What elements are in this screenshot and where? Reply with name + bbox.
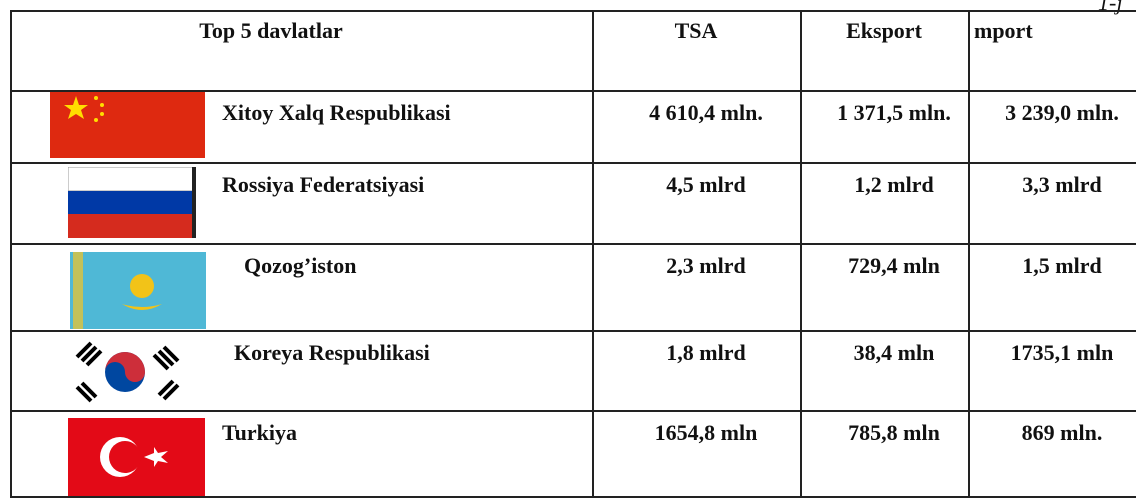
- country-name: Xitoy Xalq Respublikasi: [222, 100, 451, 125]
- header-cell: Eksport: [846, 18, 922, 43]
- value-cell: 869 mln.: [1021, 420, 1103, 445]
- row-line: [10, 90, 1136, 92]
- value-cell: 3,3 mlrd: [1022, 172, 1102, 197]
- value-cell: 1,2 mlrd: [854, 172, 934, 197]
- flag-kazakhstan: [70, 252, 206, 329]
- country-name: Turkiya: [222, 420, 298, 445]
- flag-turkey: [68, 418, 205, 496]
- country-name: Qozog’iston: [244, 253, 357, 278]
- value-cell: 4 610,4 mln.: [649, 100, 763, 125]
- value-cell: 785,8 mln: [848, 420, 940, 445]
- value-cell: 1 371,5 mln.: [837, 100, 951, 125]
- value-cell: 1,8 mlrd: [666, 340, 746, 365]
- header-cell: TSA: [674, 18, 718, 43]
- flag-russia: [68, 167, 196, 238]
- row-line: [10, 410, 1136, 412]
- header-cell: mport: [974, 18, 1033, 43]
- value-cell: 2,3 mlrd: [666, 253, 746, 278]
- value-cell: 4,5 mlrd: [666, 172, 746, 197]
- value-cell: 1654,8 mln: [654, 420, 758, 445]
- value-cell: 1735,1 mln: [1010, 340, 1114, 365]
- flag-korea: [55, 335, 195, 410]
- row-line: [10, 10, 1136, 12]
- column-line: [800, 10, 802, 497]
- country-name: Koreya Respublikasi: [234, 340, 430, 365]
- column-line: [968, 10, 970, 497]
- value-cell: 38,4 mln: [853, 340, 935, 365]
- row-line: [10, 162, 1136, 164]
- flag-china: [50, 92, 205, 158]
- column-line: [10, 10, 12, 497]
- value-cell: 729,4 mln: [848, 253, 940, 278]
- country-name: Rossiya Federatsiyasi: [222, 172, 425, 197]
- row-line: [10, 496, 1136, 498]
- row-line: [10, 330, 1136, 332]
- value-cell: 3 239,0 mln.: [1005, 100, 1119, 125]
- header-cell: Top 5 davlatlar: [199, 18, 343, 43]
- column-line: [592, 10, 594, 497]
- row-line: [10, 243, 1136, 245]
- value-cell: 1,5 mlrd: [1022, 253, 1102, 278]
